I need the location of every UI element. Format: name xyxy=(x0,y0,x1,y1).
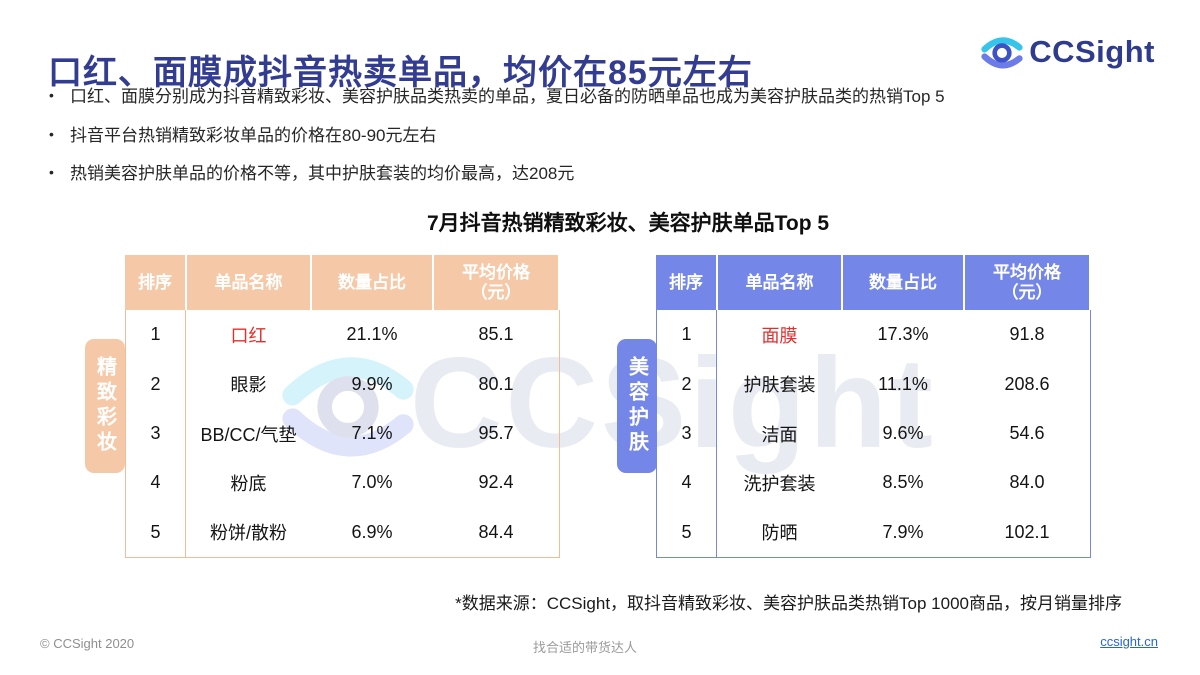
section-title: 7月抖音热销精致彩妆、美容护肤单品Top 5 xyxy=(426,212,830,235)
rank-cell: 4 xyxy=(126,458,186,508)
table-makeup: 排序 单品名称 数量占比 平均价格 （元） 1 口红 21.1% 85.1 2 … xyxy=(125,255,560,558)
table-row: 1 口红 21.1% 85.1 xyxy=(126,310,559,360)
price-cell: 95.7 xyxy=(478,423,514,444)
watermark: CCSight xyxy=(278,330,936,477)
rank-cell: 3 xyxy=(126,408,186,459)
column-header: 数量占比 xyxy=(841,255,963,310)
share-cell: 21.1% xyxy=(346,324,398,345)
table-row: 5 粉饼/散粉 6.9% 84.4 xyxy=(126,507,559,558)
price-cell: 84.0 xyxy=(1009,472,1045,493)
footer-copyright: © CCSight 2020 xyxy=(40,636,135,651)
table-row: 3 洁面 9.6% 54.6 xyxy=(657,408,1090,459)
rank-cell: 1 xyxy=(657,310,717,360)
column-header: 单品名称 xyxy=(185,255,310,310)
footer-slogan: 找合适的带货达人 xyxy=(532,640,637,655)
table-body: 1 面膜 17.3% 91.8 2 护肤套装 11.1% 208.6 3 洁面 … xyxy=(656,310,1091,558)
watermark-text: CCSight xyxy=(410,332,936,475)
rank-cell: 4 xyxy=(657,458,717,508)
rank-cell: 2 xyxy=(126,359,186,409)
share-cell: 7.9% xyxy=(882,521,924,542)
share-cell: 6.9% xyxy=(351,521,393,542)
product-cell: 粉底 xyxy=(230,473,267,494)
rank-cell: 3 xyxy=(657,408,717,459)
price-cell: 91.8 xyxy=(1009,324,1045,345)
table-row: 4 粉底 7.0% 92.4 xyxy=(126,458,559,508)
price-cell: 102.1 xyxy=(1004,521,1050,542)
column-header: 排序 xyxy=(656,255,716,310)
column-header: 排序 xyxy=(125,255,185,310)
rank-cell: 5 xyxy=(126,507,186,558)
price-cell: 85.1 xyxy=(478,324,514,345)
table-row: 3 BB/CC/气垫 7.1% 95.7 xyxy=(126,408,559,459)
product-cell: 口红 xyxy=(230,325,267,346)
product-cell: 洗护套装 xyxy=(743,473,816,494)
category-tab-makeup: 精致彩妆 xyxy=(85,339,125,473)
rank-cell: 5 xyxy=(657,507,717,558)
page-title: 口红、面膜成抖音热卖单品，均价在85元左右 xyxy=(48,53,753,92)
price-cell: 54.6 xyxy=(1009,423,1045,444)
price-cell: 84.4 xyxy=(478,521,514,542)
product-cell: 粉饼/散粉 xyxy=(209,523,287,544)
table-header-row: 排序 单品名称 数量占比 平均价格 （元） xyxy=(656,255,1091,310)
table-row: 5 防晒 7.9% 102.1 xyxy=(657,507,1090,558)
rank-cell: 1 xyxy=(126,310,186,360)
product-cell: 洁面 xyxy=(761,424,798,445)
product-cell: 面膜 xyxy=(761,325,798,346)
eye-icon xyxy=(980,30,1024,74)
ccsight-logo: CCSight xyxy=(980,30,1155,74)
share-cell: 17.3% xyxy=(877,324,929,345)
table-row: 4 洗护套装 8.5% 84.0 xyxy=(657,458,1090,508)
table-skincare: 排序 单品名称 数量占比 平均价格 （元） 1 面膜 17.3% 91.8 2 … xyxy=(656,255,1091,558)
table-row: 2 护肤套装 11.1% 208.6 xyxy=(657,359,1090,409)
category-tab-skincare: 美容护肤 xyxy=(617,339,657,473)
table-row: 1 面膜 17.3% 91.8 xyxy=(657,310,1090,360)
price-cell: 80.1 xyxy=(478,373,514,394)
bullet-item: 热销美容护肤单品的价格不等，其中护肤套装的均价最高，达208元 xyxy=(46,165,1161,184)
share-cell: 7.1% xyxy=(351,423,393,444)
share-cell: 9.6% xyxy=(882,423,924,444)
data-source-note: *数据来源：CCSight，取抖音精致彩妆、美容护肤品类热销Top 1000商品… xyxy=(455,594,1122,613)
column-header: 单品名称 xyxy=(716,255,841,310)
share-cell: 8.5% xyxy=(882,472,924,493)
column-header: 平均价格 （元） xyxy=(963,255,1089,310)
column-header: 数量占比 xyxy=(310,255,432,310)
footer-site-link[interactable]: ccsight.cn xyxy=(1100,634,1158,649)
logo-text: CCSight xyxy=(1029,34,1155,69)
price-cell: 92.4 xyxy=(478,472,514,493)
table-row: 2 眼影 9.9% 80.1 xyxy=(126,359,559,409)
product-cell: 护肤套装 xyxy=(743,375,816,396)
share-cell: 7.0% xyxy=(351,472,393,493)
bullet-item: 抖音平台热销精致彩妆单品的价格在80-90元左右 xyxy=(46,126,1161,146)
share-cell: 11.1% xyxy=(878,373,928,394)
product-cell: 眼影 xyxy=(230,375,267,396)
price-cell: 208.6 xyxy=(1004,373,1050,394)
bullet-item: 口红、面膜分别成为抖音精致彩妆、美容护肤品类热卖的单品，夏日必备的防晒单品也成为… xyxy=(46,87,1161,107)
share-cell: 9.9% xyxy=(351,373,393,394)
product-cell: BB/CC/气垫 xyxy=(200,424,297,445)
product-cell: 防晒 xyxy=(761,523,798,544)
column-header: 平均价格 （元） xyxy=(432,255,558,310)
table-body: 1 口红 21.1% 85.1 2 眼影 9.9% 80.1 3 BB/CC/气… xyxy=(125,310,560,558)
table-header-row: 排序 单品名称 数量占比 平均价格 （元） xyxy=(125,255,560,310)
rank-cell: 2 xyxy=(657,359,717,409)
bullet-list: 口红、面膜分别成为抖音精致彩妆、美容护肤品类热卖的单品，夏日必备的防晒单品也成为… xyxy=(46,87,1161,204)
watermark-eye-icon xyxy=(278,334,418,474)
